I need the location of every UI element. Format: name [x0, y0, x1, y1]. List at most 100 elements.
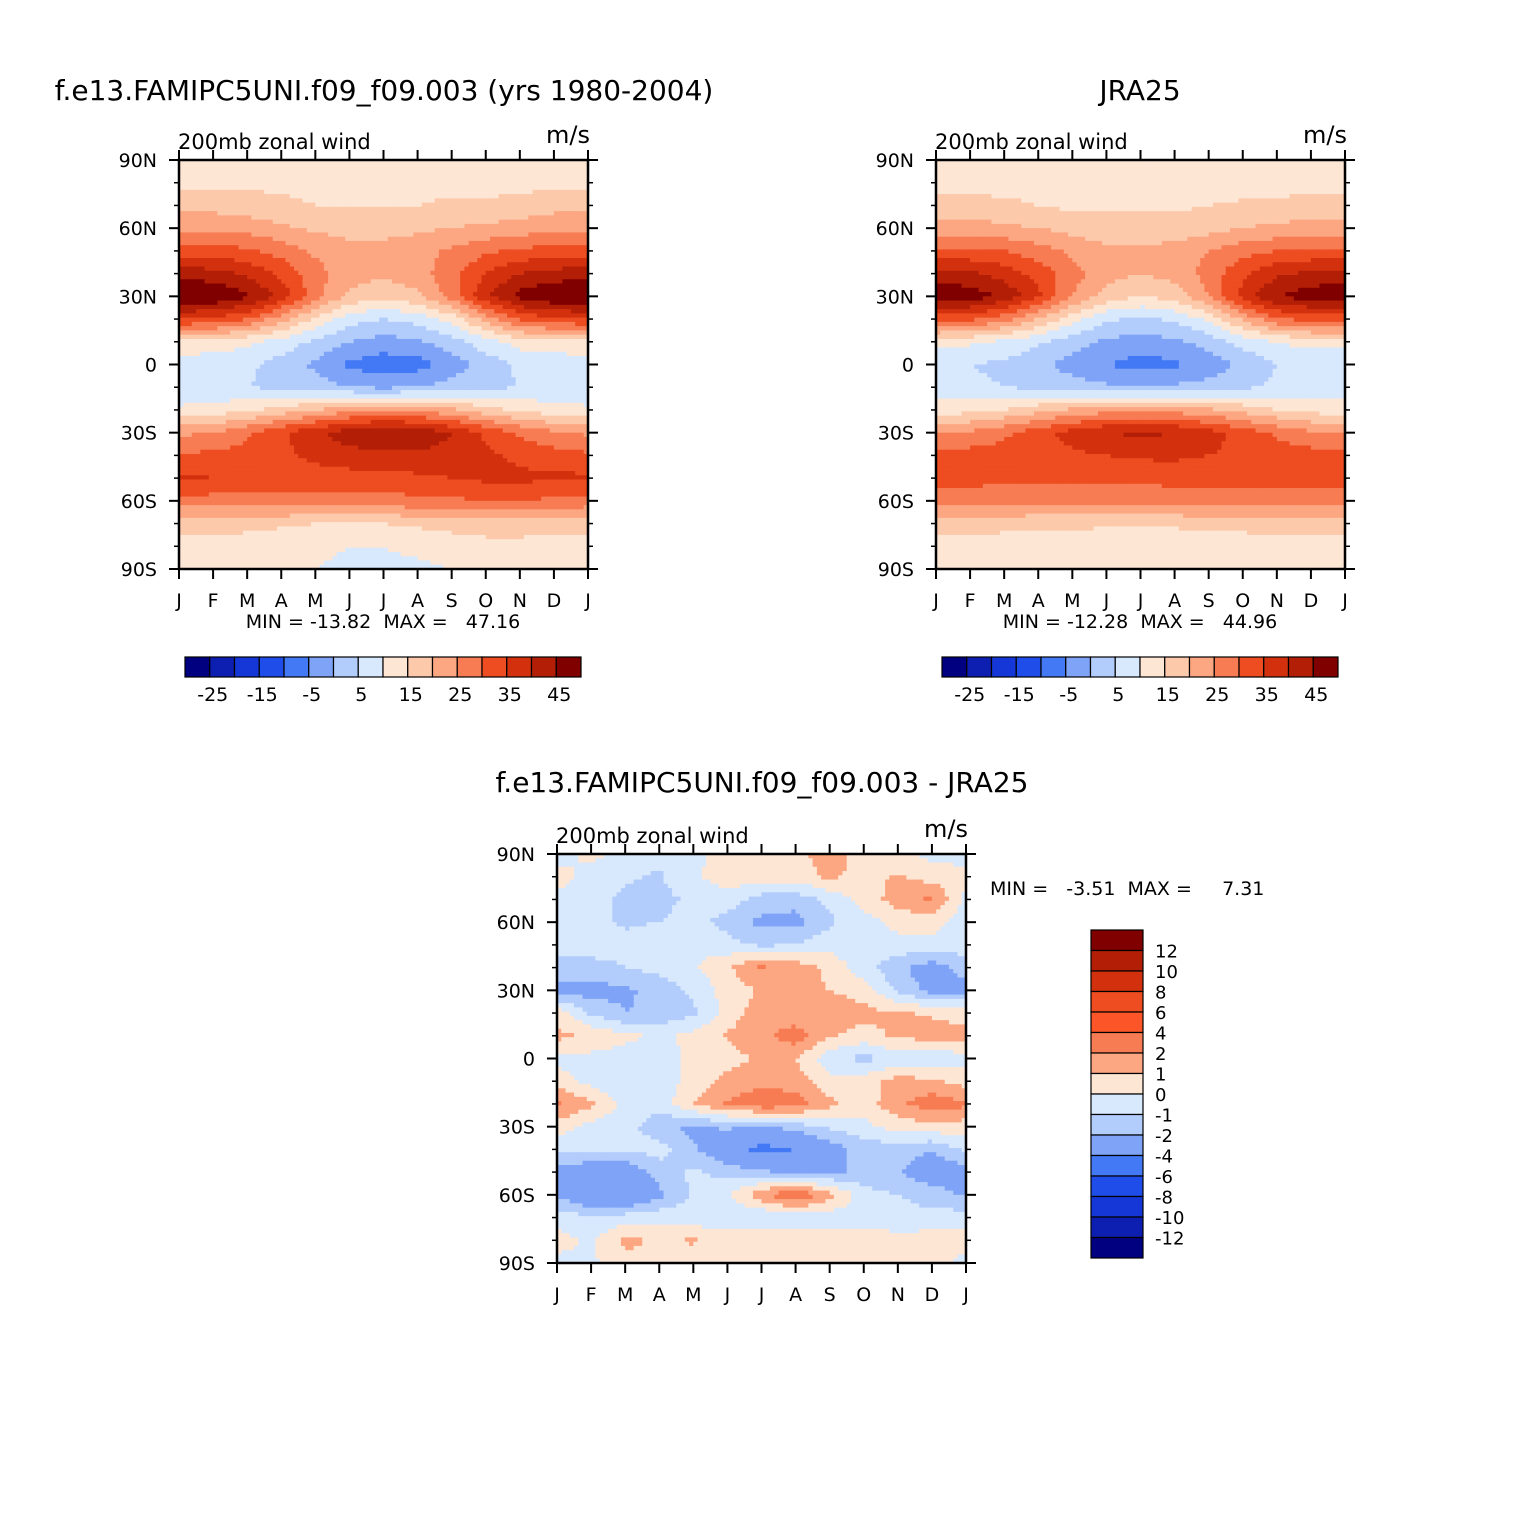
field-cell: [485, 270, 491, 276]
field-cell: [404, 309, 410, 314]
field-cell: [396, 253, 402, 259]
field-cell: [311, 343, 316, 349]
field-cell: [553, 202, 559, 208]
field-cell: [583, 232, 589, 238]
field-cell: [383, 321, 389, 327]
field-cell: [238, 304, 244, 310]
field-cell: [272, 300, 278, 306]
field-cell: [502, 296, 508, 302]
field-cell: [276, 232, 282, 238]
field-cell: [383, 334, 389, 340]
field-cell: [383, 270, 389, 276]
field-cell: [238, 351, 244, 357]
field-cell: [536, 309, 542, 314]
field-cell: [319, 355, 325, 361]
field-cell: [545, 164, 551, 170]
field-cell: [387, 266, 393, 272]
field-cell: [430, 270, 436, 276]
field-cell: [545, 334, 551, 340]
field-cell: [421, 296, 427, 302]
field-cell: [553, 168, 559, 174]
field-cell: [298, 338, 304, 344]
field-cell: [404, 219, 410, 225]
field-cell: [362, 292, 368, 297]
field-cell: [434, 330, 440, 336]
field-cell: [311, 313, 316, 319]
field-cell: [208, 236, 214, 242]
field-cell: [562, 189, 568, 195]
field-cell: [289, 355, 295, 361]
field-cell: [323, 326, 329, 332]
field-cell: [558, 287, 564, 293]
field-cell: [507, 245, 512, 251]
field-cell: [208, 266, 214, 272]
field-cell: [306, 266, 312, 272]
field-cell: [455, 189, 461, 195]
field-cell: [528, 262, 534, 268]
field-cell: [566, 206, 572, 212]
field-cell: [562, 317, 568, 323]
field-cell: [541, 223, 546, 229]
field-cell: [507, 194, 512, 199]
field-cell: [213, 181, 218, 187]
field-cell: [264, 211, 270, 216]
field-cell: [242, 206, 248, 212]
field-cell: [268, 317, 274, 323]
field-cell: [238, 215, 244, 221]
field-cell: [234, 262, 240, 268]
field-cell: [494, 185, 500, 191]
field-cell: [511, 364, 517, 370]
field-cell: [302, 211, 308, 216]
field-cell: [536, 364, 542, 370]
field-cell: [464, 181, 470, 187]
field-cell: [242, 304, 248, 310]
field-cell: [524, 373, 529, 378]
field-cell: [464, 368, 470, 374]
field-cell: [362, 219, 368, 225]
field-cell: [570, 377, 576, 383]
field-cell: [421, 287, 427, 293]
field-cell: [515, 223, 521, 229]
field-cell: [575, 313, 581, 319]
field-cell: [498, 373, 504, 378]
field-cell: [545, 249, 551, 255]
field-cell: [468, 160, 474, 165]
field-cell: [464, 296, 470, 302]
field-cell: [472, 373, 478, 378]
field-cell: [179, 355, 184, 361]
field-cell: [383, 202, 389, 208]
field-cell: [200, 377, 206, 383]
field-cell: [345, 249, 351, 255]
field-cell: [421, 377, 427, 383]
field-cell: [528, 206, 534, 212]
field-cell: [315, 181, 321, 187]
field-cell: [519, 287, 525, 293]
field-cell: [532, 279, 538, 285]
field-cell: [438, 240, 444, 246]
field-cell: [566, 368, 572, 374]
field-cell: [328, 164, 333, 170]
field-cell: [340, 160, 346, 165]
field-cell: [345, 223, 351, 229]
field-cell: [264, 194, 270, 199]
field-cell: [413, 245, 419, 251]
field-cell: [570, 368, 576, 374]
field-cell: [298, 304, 304, 310]
field-cell: [434, 160, 440, 165]
field-cell: [485, 249, 491, 255]
field-cell: [562, 223, 568, 229]
field-cell: [319, 240, 325, 246]
field-cell: [217, 351, 223, 357]
field-cell: [558, 189, 564, 195]
field-cell: [225, 360, 231, 366]
field-cell: [200, 373, 206, 378]
field-cell: [524, 321, 529, 327]
field-cell: [179, 338, 184, 344]
field-cell: [413, 313, 419, 319]
field-cell: [430, 296, 436, 302]
field-cell: [400, 219, 406, 225]
field-cell: [536, 313, 542, 319]
field-cell: [191, 338, 197, 344]
field-cell: [217, 236, 223, 242]
field-cell: [370, 189, 376, 195]
